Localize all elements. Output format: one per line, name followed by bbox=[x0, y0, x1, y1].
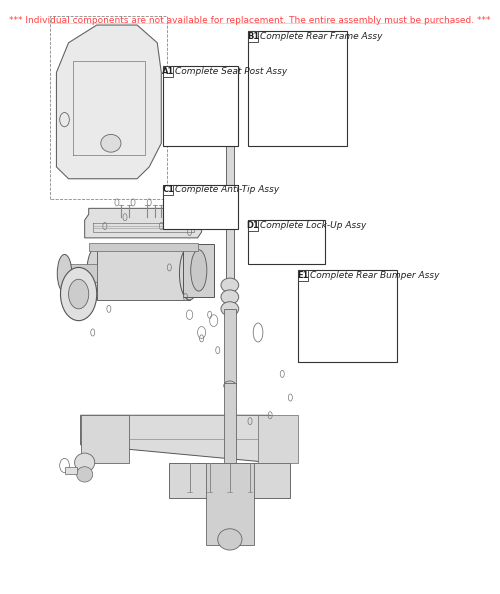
Polygon shape bbox=[184, 244, 214, 297]
Text: B1: B1 bbox=[247, 31, 259, 41]
Bar bbox=[248, 220, 258, 231]
Polygon shape bbox=[258, 415, 298, 463]
Polygon shape bbox=[170, 463, 290, 498]
Polygon shape bbox=[226, 78, 234, 345]
Ellipse shape bbox=[218, 529, 242, 550]
Bar bbox=[164, 185, 238, 229]
Ellipse shape bbox=[60, 267, 97, 321]
Bar bbox=[298, 270, 397, 362]
Bar bbox=[164, 185, 173, 195]
Polygon shape bbox=[80, 415, 290, 463]
Text: D1: D1 bbox=[246, 221, 260, 230]
Polygon shape bbox=[224, 383, 236, 463]
Text: Complete Rear Frame Assy: Complete Rear Frame Assy bbox=[260, 31, 382, 41]
Polygon shape bbox=[64, 264, 97, 282]
Polygon shape bbox=[56, 25, 162, 179]
Polygon shape bbox=[206, 463, 254, 545]
Ellipse shape bbox=[58, 254, 72, 292]
Ellipse shape bbox=[221, 302, 238, 316]
Polygon shape bbox=[84, 208, 202, 238]
Bar bbox=[248, 31, 347, 146]
Ellipse shape bbox=[86, 247, 107, 300]
Text: E1: E1 bbox=[298, 271, 309, 280]
Text: Complete Lock-Up Assy: Complete Lock-Up Assy bbox=[260, 221, 366, 230]
Ellipse shape bbox=[74, 453, 95, 472]
Ellipse shape bbox=[101, 134, 121, 152]
Text: Complete Rear Bumper Assy: Complete Rear Bumper Assy bbox=[310, 271, 440, 280]
Text: Complete Anti-Tip Assy: Complete Anti-Tip Assy bbox=[176, 185, 280, 194]
Ellipse shape bbox=[180, 247, 200, 300]
Ellipse shape bbox=[221, 278, 238, 292]
Ellipse shape bbox=[76, 467, 92, 482]
Ellipse shape bbox=[190, 249, 207, 291]
Bar bbox=[248, 31, 258, 42]
Ellipse shape bbox=[224, 74, 235, 83]
Text: A1: A1 bbox=[162, 67, 174, 76]
Bar bbox=[248, 220, 324, 264]
Bar bbox=[164, 67, 173, 77]
Text: Complete Seat Post Assy: Complete Seat Post Assy bbox=[176, 67, 288, 76]
Polygon shape bbox=[80, 415, 129, 463]
Polygon shape bbox=[224, 309, 236, 386]
Polygon shape bbox=[88, 242, 198, 251]
Text: C1: C1 bbox=[162, 185, 174, 194]
Ellipse shape bbox=[68, 279, 88, 309]
Text: *** Individual components are not available for replacement. The entire assembly: *** Individual components are not availa… bbox=[9, 16, 491, 25]
Bar bbox=[298, 270, 308, 281]
Polygon shape bbox=[97, 247, 190, 300]
Bar bbox=[64, 467, 76, 475]
Ellipse shape bbox=[224, 381, 236, 390]
Ellipse shape bbox=[221, 290, 238, 304]
Bar bbox=[164, 67, 238, 146]
